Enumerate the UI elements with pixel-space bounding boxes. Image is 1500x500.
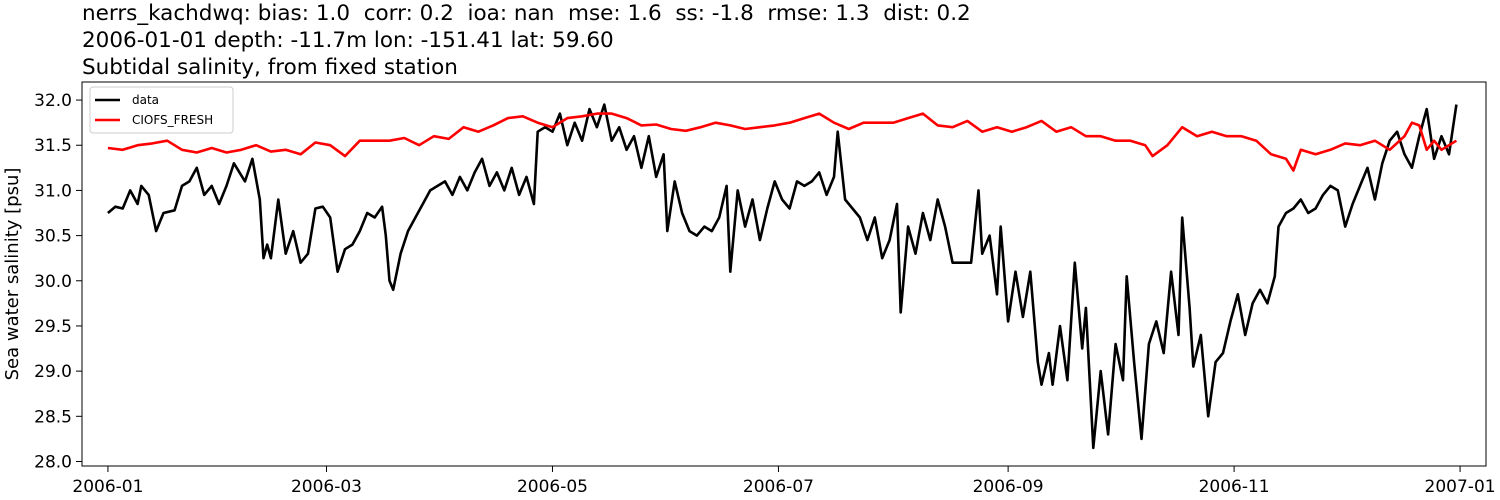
chart-title-block: nerrs_kachdwq: bias: 1.0 corr: 0.2 ioa: …	[82, 0, 1482, 81]
chart-title-line-1: nerrs_kachdwq: bias: 1.0 corr: 0.2 ioa: …	[82, 1, 971, 26]
x-tick-label: 2006-07	[743, 477, 814, 497]
legend-label: data	[132, 93, 159, 107]
y-tick-label: 30.5	[34, 227, 72, 247]
y-tick-label: 31.0	[34, 181, 72, 201]
x-axis: 2006-01 2006-03 2006-05 2006-07 2006-09 2006-…	[72, 466, 1496, 497]
y-tick-label: 29.5	[34, 317, 72, 337]
y-tick-label: 29.0	[34, 362, 72, 382]
x-tick-label: 2006-05	[517, 477, 588, 497]
y-tick-label: 32.0	[34, 91, 72, 111]
plot-lines	[107, 103, 1458, 450]
y-tick-label: 30.0	[34, 272, 72, 292]
y-tick-label: 31.5	[34, 136, 72, 156]
legend-box	[89, 86, 234, 134]
y-tick-label: 28.0	[34, 452, 72, 472]
legend: data CIOFS_FRESH	[89, 86, 234, 134]
x-tick-label: 2007-01	[1425, 477, 1496, 497]
series-line-data	[107, 103, 1458, 450]
x-tick-label: 2006-09	[973, 477, 1044, 497]
x-tick-label: 2006-03	[291, 477, 362, 497]
y-axis-label: Sea water salinity [psu]	[2, 168, 23, 381]
x-tick-label: 2006-01	[72, 477, 143, 497]
chart-title-line-3: Subtidal salinity, from fixed station	[82, 55, 458, 80]
chart-title-line-2: 2006-01-01 depth: -11.7m lon: -151.41 la…	[82, 28, 614, 53]
y-tick-label: 28.5	[34, 407, 72, 427]
plot-frame	[81, 81, 1487, 467]
legend-label: CIOFS_FRESH	[132, 113, 213, 127]
series-line-ciofs-fresh	[107, 112, 1458, 172]
x-tick-label: 2006-11	[1199, 477, 1270, 497]
y-axis: 28.0 28.5 29.0 29.5 30.0 30.5 31.0 31.5 32.0	[34, 91, 82, 472]
